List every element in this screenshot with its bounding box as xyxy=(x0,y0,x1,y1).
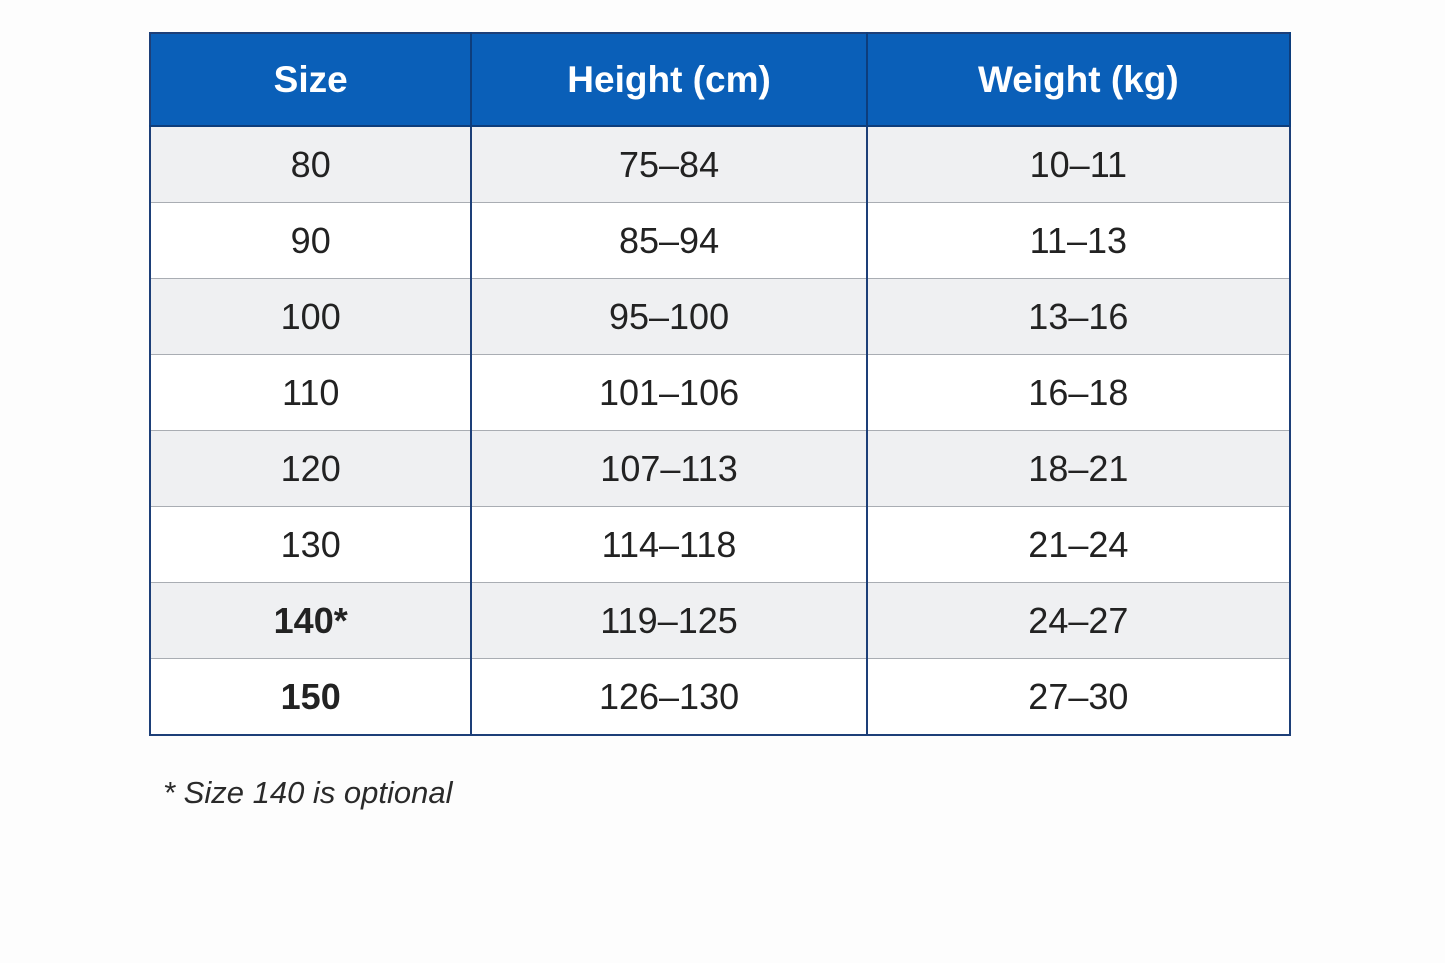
table-cell: 100 xyxy=(150,278,473,355)
table-cell: 11–13 xyxy=(866,202,1292,279)
table-cell: 114–118 xyxy=(471,506,868,583)
header-cell: Weight (kg) xyxy=(866,33,1292,127)
table-cell: 95–100 xyxy=(471,278,868,355)
table-row: 130 114–118 21–24 xyxy=(150,506,1292,583)
footnote: * Size 140 is optional xyxy=(163,775,453,810)
table-cell: 24–27 xyxy=(866,582,1292,659)
table-cell: 101–106 xyxy=(471,354,868,431)
table-cell: 120 xyxy=(150,430,473,507)
table-cell: 150 xyxy=(150,658,473,736)
header-cell: Size xyxy=(150,33,473,127)
table-row: 120 107–113 18–21 xyxy=(150,430,1292,507)
table-cell: 27–30 xyxy=(866,658,1292,736)
table-cell: 10–11 xyxy=(866,126,1292,203)
table-cell: 110 xyxy=(150,354,473,431)
table-cell: 107–113 xyxy=(471,430,868,507)
size-table: Size Height (cm) Weight (kg) 80 75–84 10–11 9… xyxy=(149,32,1292,736)
table-cell: 21–24 xyxy=(866,506,1292,583)
table-cell: 126–130 xyxy=(471,658,868,736)
table-cell: 16–18 xyxy=(866,354,1292,431)
table-row: 90 85–94 11–13 xyxy=(150,202,1292,279)
table-row: 100 95–100 13–16 xyxy=(150,278,1292,355)
table-cell: 119–125 xyxy=(471,582,868,659)
table-cell: 75–84 xyxy=(471,126,868,203)
table-row: 80 75–84 10–11 xyxy=(150,126,1292,203)
table-row: 110 101–106 16–18 xyxy=(150,354,1292,431)
header-row: Size Height (cm) Weight (kg) xyxy=(150,33,1292,127)
table-cell: 140* xyxy=(150,582,473,659)
table-cell: 90 xyxy=(150,202,473,279)
table-cell: 18–21 xyxy=(866,430,1292,507)
table-body: 80 75–84 10–11 90 85–94 11–13 100 95–100 13–16 11… xyxy=(150,126,1292,736)
table-row: 140* 119–125 24–27 xyxy=(150,582,1292,659)
table-cell: 85–94 xyxy=(471,202,868,279)
table-cell: 13–16 xyxy=(866,278,1292,355)
table-cell: 80 xyxy=(150,126,473,203)
table-cell: 130 xyxy=(150,506,473,583)
header-cell: Height (cm) xyxy=(471,33,868,127)
table-row: 150 126–130 27–30 xyxy=(150,658,1292,736)
